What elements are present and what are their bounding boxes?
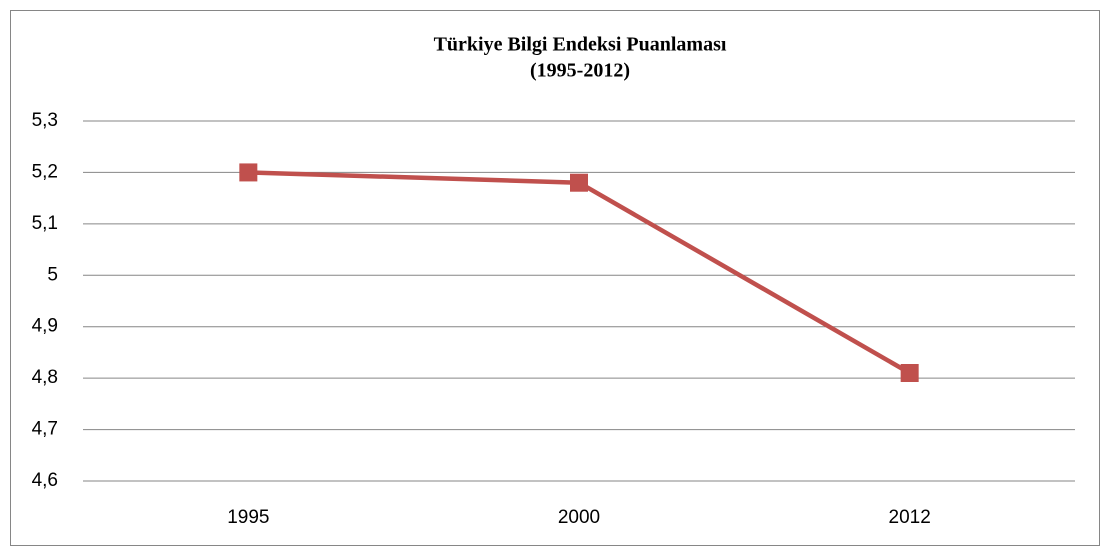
- y-tick-label: 5,3: [32, 110, 58, 131]
- chart-subtitle: (1995-2012): [530, 60, 630, 82]
- chart-border: [10, 10, 1100, 546]
- data-marker: [239, 163, 258, 182]
- x-tick-label: 2000: [558, 507, 600, 528]
- y-tick-label: 4,6: [32, 470, 58, 491]
- y-tick-label: 4,7: [32, 419, 58, 440]
- data-marker: [570, 173, 588, 192]
- data-marker: [900, 364, 919, 382]
- y-tick-label: 4,8: [32, 367, 58, 388]
- y-tick-label: 5,2: [32, 161, 58, 182]
- chart-title: Türkiye Bilgi Endeksi Puanlaması: [434, 34, 727, 56]
- x-tick-label: 1995: [227, 507, 269, 528]
- x-tick-label: 2012: [889, 507, 931, 528]
- y-tick-label: 5: [47, 264, 58, 285]
- y-tick-label: 5,1: [32, 213, 58, 234]
- y-tick-label: 4,9: [32, 316, 58, 337]
